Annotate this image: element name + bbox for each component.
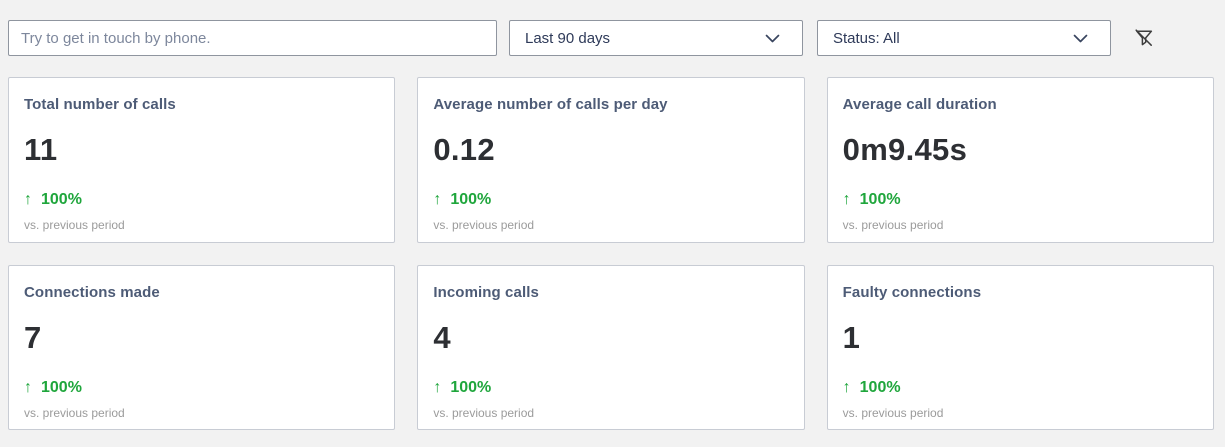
arrow-up-icon: ↑ — [842, 191, 851, 208]
date-range-value: Last 90 days — [525, 29, 611, 47]
clear-filters-button[interactable] — [1129, 23, 1159, 53]
search-input[interactable] — [8, 20, 497, 56]
arrow-up-icon: ↑ — [842, 379, 851, 396]
stat-card-value: 4 — [433, 320, 451, 355]
filter-off-icon — [1132, 26, 1156, 50]
arrow-up-icon: ↑ — [433, 191, 442, 208]
arrow-up-icon: ↑ — [433, 379, 442, 396]
stat-card: Average call duration 0m9.45s ↑ 100% vs.… — [826, 77, 1214, 243]
stat-card-comparison: vs. previous period — [433, 406, 535, 420]
arrow-up-icon: ↑ — [24, 191, 32, 208]
stat-card-title: Faulty connections — [842, 284, 982, 301]
stat-card-value: 0m9.45s — [842, 132, 968, 167]
stat-card-change-value: 100% — [859, 191, 901, 208]
stat-card-title: Average number of calls per day — [433, 96, 668, 113]
stat-card-value: 0.12 — [433, 132, 495, 167]
stat-card-change-value: 100% — [41, 379, 82, 396]
stat-card-change-value: 100% — [450, 379, 492, 396]
chevron-down-icon — [765, 34, 788, 43]
stat-card-change: ↑ 100% — [433, 191, 787, 209]
stat-card-change-value: 100% — [41, 191, 82, 208]
stat-card-change: ↑ 100% — [24, 191, 378, 209]
stats-card-grid: Total number of calls 11 ↑ 100% vs. prev… — [8, 77, 1214, 430]
stat-card: Average number of calls per day 0.12 ↑ 1… — [417, 77, 805, 243]
stat-card-change: ↑ 100% — [24, 379, 378, 397]
stat-card: Incoming calls 4 ↑ 100% vs. previous per… — [417, 265, 805, 430]
arrow-up-icon: ↑ — [24, 379, 32, 396]
stat-card-comparison: vs. previous period — [24, 218, 125, 232]
stat-card: Faulty connections 1 ↑ 100% vs. previous… — [826, 265, 1214, 430]
filter-toolbar: Last 90 days Status: All — [8, 20, 1214, 56]
stat-card-comparison: vs. previous period — [24, 406, 125, 420]
stat-card-change: ↑ 100% — [843, 191, 1197, 209]
stat-card-value: 7 — [24, 320, 42, 355]
status-select[interactable]: Status: All — [817, 20, 1111, 56]
status-value: Status: All — [833, 29, 900, 47]
stat-card-title: Incoming calls — [433, 284, 539, 301]
date-range-select[interactable]: Last 90 days — [509, 20, 803, 56]
stat-card-comparison: vs. previous period — [842, 218, 944, 232]
stat-card-title: Total number of calls — [24, 96, 176, 113]
stat-card-value: 1 — [842, 320, 861, 355]
stat-card-change-value: 100% — [450, 191, 492, 208]
stat-card-value: 11 — [24, 132, 58, 167]
stat-card-change: ↑ 100% — [433, 379, 787, 397]
stat-card-comparison: vs. previous period — [842, 406, 944, 420]
stat-card-change: ↑ 100% — [843, 379, 1197, 397]
stat-card-change-value: 100% — [859, 379, 901, 396]
stat-card-title: Connections made — [24, 284, 160, 301]
stat-card: Connections made 7 ↑ 100% vs. previous p… — [8, 265, 396, 430]
stat-card-comparison: vs. previous period — [433, 218, 535, 232]
chevron-down-icon — [1073, 34, 1096, 43]
stat-card: Total number of calls 11 ↑ 100% vs. prev… — [8, 77, 396, 243]
stat-card-title: Average call duration — [842, 96, 997, 113]
